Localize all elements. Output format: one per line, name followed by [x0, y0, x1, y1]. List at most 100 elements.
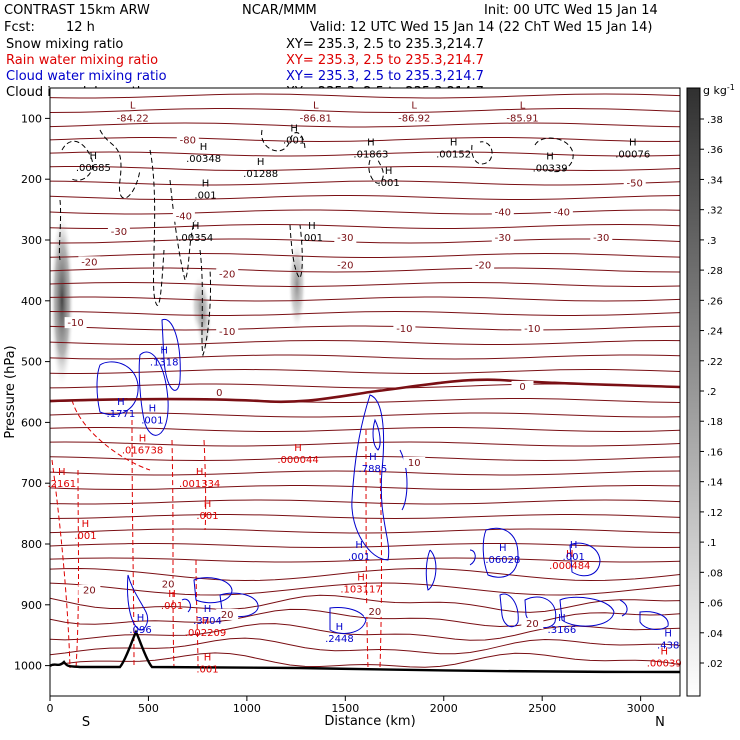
- cloud-contour: [569, 542, 601, 577]
- cloud-max-h-symbol: H: [499, 543, 507, 554]
- rain-max-value: .001: [74, 531, 96, 542]
- cloud-contour: [482, 527, 519, 578]
- snow-max-h-symbol: H: [192, 221, 200, 232]
- snow-contour: [199, 249, 212, 357]
- temp-label-bg: [623, 177, 646, 189]
- snow-contour: [61, 140, 94, 181]
- legend-field-xy: XY= 235.3, 2.5 to 235.3,214.7: [286, 53, 484, 68]
- temperature-label: -10: [67, 318, 83, 329]
- cloud-contour: [499, 593, 519, 628]
- x-tick-label: 2000: [430, 702, 458, 715]
- isotherm: [50, 339, 680, 345]
- cloud-maxima-labels: H.1318H.1771H.001H.7885H.001H.096H.3704H…: [107, 346, 680, 652]
- rain-max-value: .2161: [47, 479, 76, 490]
- snow-max-value: .001: [194, 190, 216, 201]
- rain-max-value: .001334: [179, 479, 220, 490]
- y-tick-label: 100: [21, 112, 42, 125]
- temp-label-bg: [521, 618, 544, 630]
- cloud-max-h-symbol: H: [558, 613, 566, 624]
- isotherm: [50, 567, 680, 582]
- temperature-label: -40: [554, 207, 570, 218]
- temperature-label: -20: [475, 260, 491, 271]
- rain-max-value: .001: [161, 601, 183, 612]
- rain-max-h-symbol: H: [168, 589, 176, 600]
- y-tick-label: 900: [21, 599, 42, 612]
- snow-max-value: .001: [377, 178, 399, 189]
- temp-label-bg: [176, 134, 199, 146]
- temp-label-bg: [363, 605, 386, 617]
- isotherm: [50, 238, 680, 244]
- isotherm: [50, 368, 680, 374]
- x-tick-label: 0: [47, 702, 54, 715]
- temp-label-bg: [403, 456, 426, 468]
- rain-maxima-labels: H.016738 H.000044H.001334H.2161H.001H.001…: [47, 434, 681, 676]
- isotherm: [50, 441, 680, 447]
- temp-label-bg: [521, 323, 544, 335]
- rain-max-h-symbol: H: [204, 653, 212, 664]
- isotherm: [50, 122, 680, 128]
- snow-max-h-symbol: H: [202, 178, 210, 189]
- cloud-max-value: .001: [563, 552, 585, 563]
- colorbar-tick-label: .36: [707, 145, 723, 156]
- rain-max-value: .002209: [185, 628, 226, 639]
- cloud-contour: [329, 607, 367, 634]
- rain-max-h-symbol: H: [204, 499, 212, 510]
- temp-label-bg: [157, 578, 180, 590]
- snow-max-h-symbol: H: [450, 138, 458, 149]
- temperature-label: -30: [337, 233, 353, 244]
- cloud-max-h-symbol: H: [137, 613, 145, 624]
- snow-max-h-symbol: H: [90, 151, 98, 162]
- y-axis-label: Pressure (hPa): [3, 345, 18, 438]
- cloud-contour: [161, 318, 181, 391]
- cloud-contour: [399, 449, 408, 511]
- temperature-label: -30: [111, 227, 127, 238]
- rain-contour: [75, 469, 79, 669]
- temperature-label: 20: [526, 619, 539, 630]
- temp-label-bg: [208, 387, 231, 399]
- cloud-contour: [138, 351, 169, 436]
- rain-contour: [131, 419, 135, 669]
- y-tick-label: 200: [21, 173, 42, 186]
- rain-max-h-symbol: H: [357, 572, 365, 583]
- isotherm: [50, 594, 680, 613]
- cloud-max-value: .06028: [485, 555, 520, 566]
- colorbar-tick-label: .1: [707, 538, 717, 549]
- cloud-max-value: .438: [657, 640, 679, 651]
- colorbar-tick-label: .18: [707, 417, 723, 428]
- cloud-contour: [372, 418, 381, 451]
- temp-label-bg: [491, 232, 514, 243]
- low-symbol: L: [313, 100, 319, 111]
- temp-label-bg: [172, 210, 195, 222]
- temperature-labels: -80 -50 -40 -40 -40 -30 -30 -30 -30 -20 -20 -20 -20 -…: [64, 134, 646, 630]
- colorbar-unit: g kg-1: [703, 83, 735, 97]
- x-tick-label: 1500: [331, 702, 359, 715]
- temperature-label: -20: [81, 257, 97, 268]
- colorbar-tick-label: .24: [707, 327, 723, 338]
- rain-max-value: .001: [196, 511, 218, 522]
- colorbar-tick-label: .16: [707, 447, 723, 458]
- organization: NCAR/MMM: [242, 3, 317, 18]
- colorbar-tick-label: .04: [707, 629, 723, 640]
- legend-field-xy: XY= 235.3, 2.5 to 235.3,214.7: [286, 37, 484, 52]
- y-tick-label: 600: [21, 416, 42, 429]
- temp-label-bg: [491, 206, 514, 218]
- snow-max-h-symbol: H: [546, 152, 554, 163]
- temperature-label: -30: [593, 233, 609, 244]
- isotherm: [50, 456, 680, 462]
- cloud-contour: [193, 577, 233, 604]
- snow-max-h-symbol: H: [367, 138, 375, 149]
- snow-max-h-symbol: H: [257, 157, 265, 168]
- isotherm: [50, 166, 680, 172]
- snow-contour: [368, 159, 384, 184]
- cloud-contour: [425, 549, 437, 591]
- temp-label-bg: [78, 256, 101, 268]
- cloud-contour: [559, 596, 615, 627]
- y-tick-label: 300: [21, 234, 42, 247]
- colorbar-tick-label: .26: [707, 296, 723, 307]
- cloud-max-value: .096: [129, 625, 151, 636]
- temp-label-bg: [511, 380, 534, 392]
- valid-time: Valid: 12 UTC Wed 15 Jan 14 (22 ChT Wed …: [310, 20, 652, 35]
- y-tick-label: 800: [21, 538, 42, 551]
- isotherm: [50, 354, 680, 360]
